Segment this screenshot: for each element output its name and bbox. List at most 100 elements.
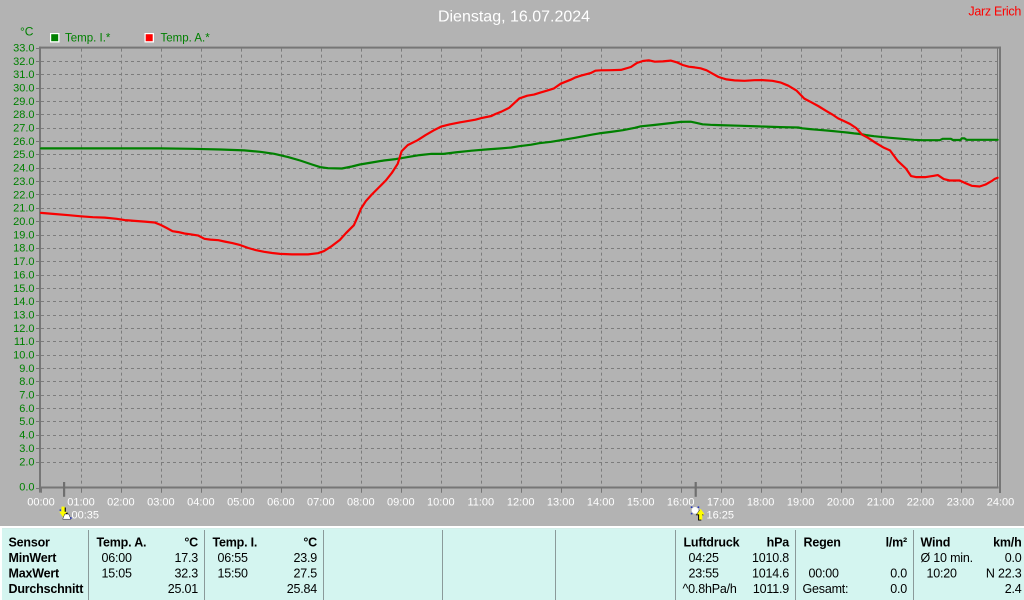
svg-text:10.0: 10.0: [13, 350, 34, 362]
svg-text:07:00: 07:00: [307, 497, 335, 509]
svg-text:13.0: 13.0: [13, 309, 34, 321]
svg-text:l/m²: l/m²: [886, 536, 907, 550]
svg-text:0.0: 0.0: [1005, 551, 1022, 565]
svg-text:12:00: 12:00: [507, 497, 535, 509]
svg-text:25.84: 25.84: [287, 582, 318, 596]
svg-text:05:00: 05:00: [227, 497, 255, 509]
svg-text:01:00: 01:00: [67, 497, 95, 509]
svg-text:16:00: 16:00: [667, 497, 695, 509]
svg-text:10:00: 10:00: [427, 497, 455, 509]
svg-text:23:00: 23:00: [947, 497, 975, 509]
svg-text:17.3: 17.3: [174, 551, 198, 565]
svg-text:26.0: 26.0: [13, 136, 34, 148]
svg-text:18.0: 18.0: [13, 243, 34, 255]
svg-text:03:00: 03:00: [147, 497, 175, 509]
svg-text:15:00: 15:00: [627, 497, 655, 509]
svg-text:28.0: 28.0: [13, 109, 34, 121]
svg-text:15.0: 15.0: [13, 283, 34, 295]
svg-text:3.0: 3.0: [19, 443, 34, 455]
svg-text:Gesamt:: Gesamt:: [803, 582, 849, 596]
svg-text:06:55: 06:55: [218, 551, 249, 565]
svg-text:°C: °C: [303, 536, 317, 550]
svg-text:Jarz Erich: Jarz Erich: [968, 5, 1021, 19]
svg-text:10:20: 10:20: [927, 567, 958, 581]
svg-text:1014.6: 1014.6: [752, 567, 789, 581]
svg-text:Temp. I.*: Temp. I.*: [65, 32, 111, 44]
svg-text:0.0: 0.0: [890, 567, 907, 581]
svg-text:Durchschnitt: Durchschnitt: [9, 582, 85, 596]
svg-text:31.0: 31.0: [13, 69, 34, 81]
svg-text:23:55: 23:55: [689, 567, 720, 581]
svg-text:2.0: 2.0: [19, 456, 34, 468]
svg-text:09:00: 09:00: [387, 497, 415, 509]
svg-text:0.0: 0.0: [890, 582, 907, 596]
svg-text:12.0: 12.0: [13, 323, 34, 335]
svg-text:25.0: 25.0: [13, 149, 34, 161]
svg-text:23.9: 23.9: [293, 551, 317, 565]
svg-text:4.0: 4.0: [19, 430, 34, 442]
svg-text:22.0: 22.0: [13, 189, 34, 201]
svg-text:21:00: 21:00: [867, 497, 895, 509]
svg-text:24:00: 24:00: [987, 497, 1015, 509]
svg-text:7.0: 7.0: [19, 390, 34, 402]
svg-text:30.0: 30.0: [13, 83, 34, 95]
svg-text:Dienstag, 16.07.2024: Dienstag, 16.07.2024: [438, 9, 590, 26]
svg-text:Wind: Wind: [921, 536, 951, 550]
svg-text:17.0: 17.0: [13, 256, 34, 268]
svg-text:02:00: 02:00: [107, 497, 135, 509]
svg-text:08:00: 08:00: [347, 497, 375, 509]
svg-text:11.0: 11.0: [14, 336, 35, 348]
svg-text:06:00: 06:00: [267, 497, 295, 509]
svg-text:^0.8hPa/h: ^0.8hPa/h: [683, 582, 737, 596]
svg-text:27.5: 27.5: [293, 567, 317, 581]
svg-text:14:00: 14:00: [587, 497, 615, 509]
svg-text:06:00: 06:00: [102, 551, 133, 565]
svg-text:hPa: hPa: [767, 536, 791, 550]
svg-text:2.4: 2.4: [1005, 582, 1022, 596]
svg-text:04:25: 04:25: [689, 551, 720, 565]
svg-text:29.0: 29.0: [13, 96, 34, 108]
svg-text:Ø 10 min.: Ø 10 min.: [921, 551, 973, 565]
svg-text:32.0: 32.0: [13, 56, 34, 68]
svg-text:21.0: 21.0: [13, 203, 34, 215]
svg-text:17:00: 17:00: [707, 497, 735, 509]
svg-text:Regen: Regen: [804, 536, 841, 550]
svg-text:8.0: 8.0: [19, 376, 34, 388]
svg-text:33.0: 33.0: [13, 42, 34, 54]
svg-text:00:00: 00:00: [27, 497, 55, 509]
svg-text:Temp. A.: Temp. A.: [97, 536, 147, 550]
svg-text:04:00: 04:00: [187, 497, 215, 509]
svg-text:20:00: 20:00: [827, 497, 855, 509]
svg-text:6.0: 6.0: [19, 403, 34, 415]
svg-text:Temp. I.: Temp. I.: [213, 536, 258, 550]
svg-text:13:00: 13:00: [547, 497, 575, 509]
svg-text:MaxWert: MaxWert: [9, 567, 61, 581]
svg-text:16.0: 16.0: [13, 269, 34, 281]
svg-text:15:05: 15:05: [102, 567, 133, 581]
svg-text:1011.9: 1011.9: [753, 582, 789, 596]
svg-text:°C: °C: [184, 536, 198, 550]
svg-text:MinWert: MinWert: [9, 551, 58, 565]
svg-text:22:00: 22:00: [907, 497, 935, 509]
svg-text:9.0: 9.0: [19, 363, 34, 375]
svg-text:00:35: 00:35: [72, 509, 100, 521]
svg-text:0.0: 0.0: [19, 482, 34, 494]
svg-text:18:00: 18:00: [747, 497, 775, 509]
svg-text:1010.8: 1010.8: [752, 551, 789, 565]
svg-text:27.0: 27.0: [13, 123, 34, 135]
svg-text:5.0: 5.0: [19, 416, 34, 428]
svg-text:Luftdruck: Luftdruck: [684, 536, 740, 550]
svg-text:Temp. A.*: Temp. A.*: [161, 32, 211, 44]
svg-text:19.0: 19.0: [13, 229, 34, 241]
svg-text:15:50: 15:50: [218, 567, 249, 581]
svg-text:32.3: 32.3: [174, 567, 198, 581]
svg-text:00:00: 00:00: [809, 567, 840, 581]
svg-text:19:00: 19:00: [787, 497, 815, 509]
svg-text:16:25: 16:25: [707, 509, 735, 521]
svg-text:km/h: km/h: [993, 536, 1021, 550]
svg-text:23.0: 23.0: [13, 176, 34, 188]
svg-text:20.0: 20.0: [13, 216, 34, 228]
svg-text:Sensor: Sensor: [9, 536, 51, 550]
svg-text:°C: °C: [20, 25, 34, 39]
svg-text:25.01: 25.01: [168, 582, 199, 596]
